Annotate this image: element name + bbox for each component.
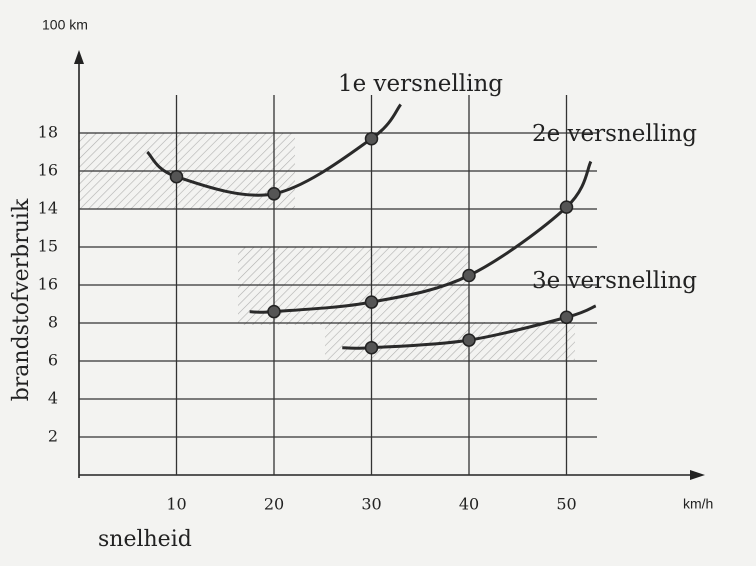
y-tick-label: 8 <box>48 313 58 332</box>
y-unit: 100 km <box>42 17 88 33</box>
x-tick-label: 20 <box>264 495 284 514</box>
y-axis-arrow <box>74 50 84 64</box>
y-tick-label: 16 <box>38 161 58 180</box>
y-tick-label: 2 <box>48 427 58 446</box>
point <box>267 304 281 319</box>
point <box>462 333 476 347</box>
y-tick-label: 15 <box>38 237 58 256</box>
point <box>364 131 379 146</box>
y-tick-label: 18 <box>38 123 58 142</box>
point <box>559 310 574 325</box>
series-label: 1e versnelling <box>338 71 503 97</box>
point <box>267 187 281 201</box>
y-tick-label: 4 <box>48 389 58 408</box>
x-tick-label: 50 <box>556 495 576 514</box>
series-label: 2e versnelling <box>532 121 697 147</box>
point <box>364 340 379 355</box>
x-tick-label: 40 <box>459 495 479 514</box>
x-tick-label: 30 <box>361 495 381 514</box>
y-tick-label: 16 <box>38 275 58 294</box>
series-label: 3e versnelling <box>532 268 697 294</box>
x-unit: km/h <box>683 496 713 512</box>
x-axis-arrow <box>690 470 705 480</box>
y-title: brandstofverbruik <box>9 198 34 401</box>
point <box>559 200 574 214</box>
x-title: snelheid <box>98 527 192 552</box>
point <box>364 295 379 309</box>
y-tick-label: 6 <box>48 351 58 370</box>
y-tick-label: 14 <box>38 199 58 218</box>
x-tick-label: 10 <box>166 495 186 514</box>
point <box>169 169 184 184</box>
point <box>462 268 476 283</box>
